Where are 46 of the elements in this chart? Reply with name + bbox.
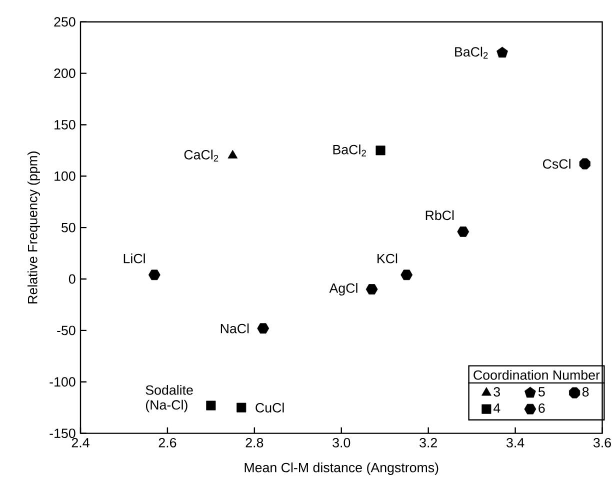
annotation: AgCl	[329, 283, 358, 296]
y-tick-label: 200	[54, 68, 76, 78]
point	[206, 400, 216, 410]
point	[496, 46, 508, 58]
point	[400, 270, 413, 280]
annotation: CuCl	[256, 402, 284, 413]
x-tick-label: 3.6	[593, 438, 611, 448]
y-tick-label: 250	[54, 17, 76, 27]
x-tick-label: 3.0	[332, 438, 350, 448]
y-tick-label: 0	[68, 274, 76, 284]
legend-label: 3	[494, 387, 500, 397]
annotation: BaCl$_{2}$	[455, 46, 488, 59]
annotation: LiCl	[124, 254, 145, 264]
x-tick-label: 2.4	[72, 438, 90, 448]
point	[579, 158, 590, 170]
point	[148, 270, 160, 280]
point	[257, 323, 270, 334]
point	[236, 402, 246, 412]
x-tick-label: 3.4	[506, 438, 524, 448]
legend-label: 4	[493, 404, 500, 413]
y-tick-label: 150	[54, 120, 76, 130]
point	[366, 284, 378, 295]
annotation: RbCl	[426, 210, 454, 220]
legend-label: 5	[538, 387, 545, 397]
legend-label: 6	[538, 403, 545, 413]
annotation: NaCl	[220, 324, 249, 334]
annotation: BaCl$_{2}$	[333, 144, 366, 156]
legend-label: 8	[582, 387, 589, 397]
annotation: CsCl	[542, 158, 570, 169]
x-tick-label: 3.2	[420, 438, 437, 448]
x-axis-title: Mean Cl-M distance (Angstroms)	[244, 462, 438, 475]
x-tick-label: 2.6	[158, 438, 176, 448]
x-tick-label: 2.8	[246, 438, 264, 448]
point	[376, 146, 386, 156]
y-tick-label: 50	[62, 222, 76, 232]
y-axis-title: Relative Frequency (ppm)	[28, 152, 40, 304]
annotation: CaCl$_{2}$	[184, 150, 218, 162]
y-tick-label: -100	[50, 377, 76, 387]
y-tick-label: -150	[50, 428, 76, 438]
point	[457, 226, 470, 237]
y-tick-label: -50	[57, 326, 76, 336]
y-tick-label: 100	[54, 171, 76, 181]
annotation: Sodalite (Na-Cl)	[146, 385, 193, 412]
annotation: KCl	[378, 254, 398, 264]
point	[228, 150, 238, 159]
legend-title: Coordination Number	[474, 370, 600, 380]
